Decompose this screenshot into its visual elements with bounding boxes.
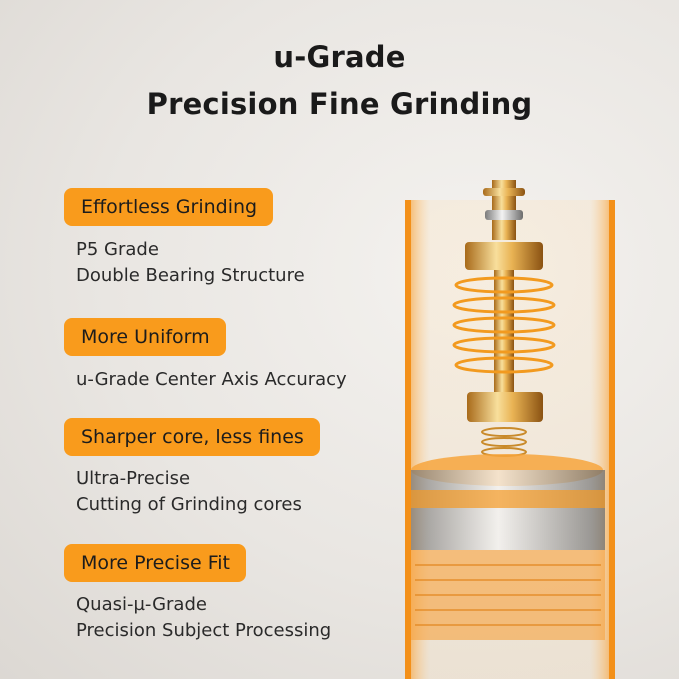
description-line: Precision Subject Processing xyxy=(76,620,332,641)
feature-description: P5 Grade Double Bearing Structure xyxy=(76,237,305,289)
spring xyxy=(452,276,556,374)
small-spring xyxy=(481,427,527,457)
description-line: Double Bearing Structure xyxy=(76,265,305,286)
washer xyxy=(485,210,523,220)
description-line: P5 Grade xyxy=(76,239,159,260)
feature-description: Ultra-Precise Cutting of Grinding cores xyxy=(76,466,302,518)
title-line-1: u-Grade xyxy=(273,40,406,74)
lower-bearing xyxy=(467,392,543,422)
inner-burr xyxy=(411,470,605,550)
feature-badge-sharper-core: Sharper core, less fines xyxy=(64,418,320,456)
collar xyxy=(483,188,525,196)
feature-badge-precise-fit: More Precise Fit xyxy=(64,544,246,582)
center-shaft xyxy=(494,270,514,400)
feature-description: Quasi-µ-Grade Precision Subject Processi… xyxy=(76,592,331,644)
feature-description: u-Grade Center Axis Accuracy xyxy=(76,367,347,393)
upper-bearing xyxy=(465,242,543,270)
feature-badge-more-uniform: More Uniform xyxy=(64,318,226,356)
description-line: Cutting of Grinding cores xyxy=(76,494,302,515)
description-line: u-Grade Center Axis Accuracy xyxy=(76,369,347,390)
description-line: Quasi-µ-Grade xyxy=(76,594,207,615)
glow-edge-left xyxy=(405,200,411,679)
glow-edge-right xyxy=(609,200,615,679)
burr-spindle-illustration xyxy=(405,180,615,679)
feature-badge-effortless-grinding: Effortless Grinding xyxy=(64,188,274,226)
title-line-2: Precision Fine Grinding xyxy=(146,87,533,121)
description-line: Ultra-Precise xyxy=(76,468,191,489)
